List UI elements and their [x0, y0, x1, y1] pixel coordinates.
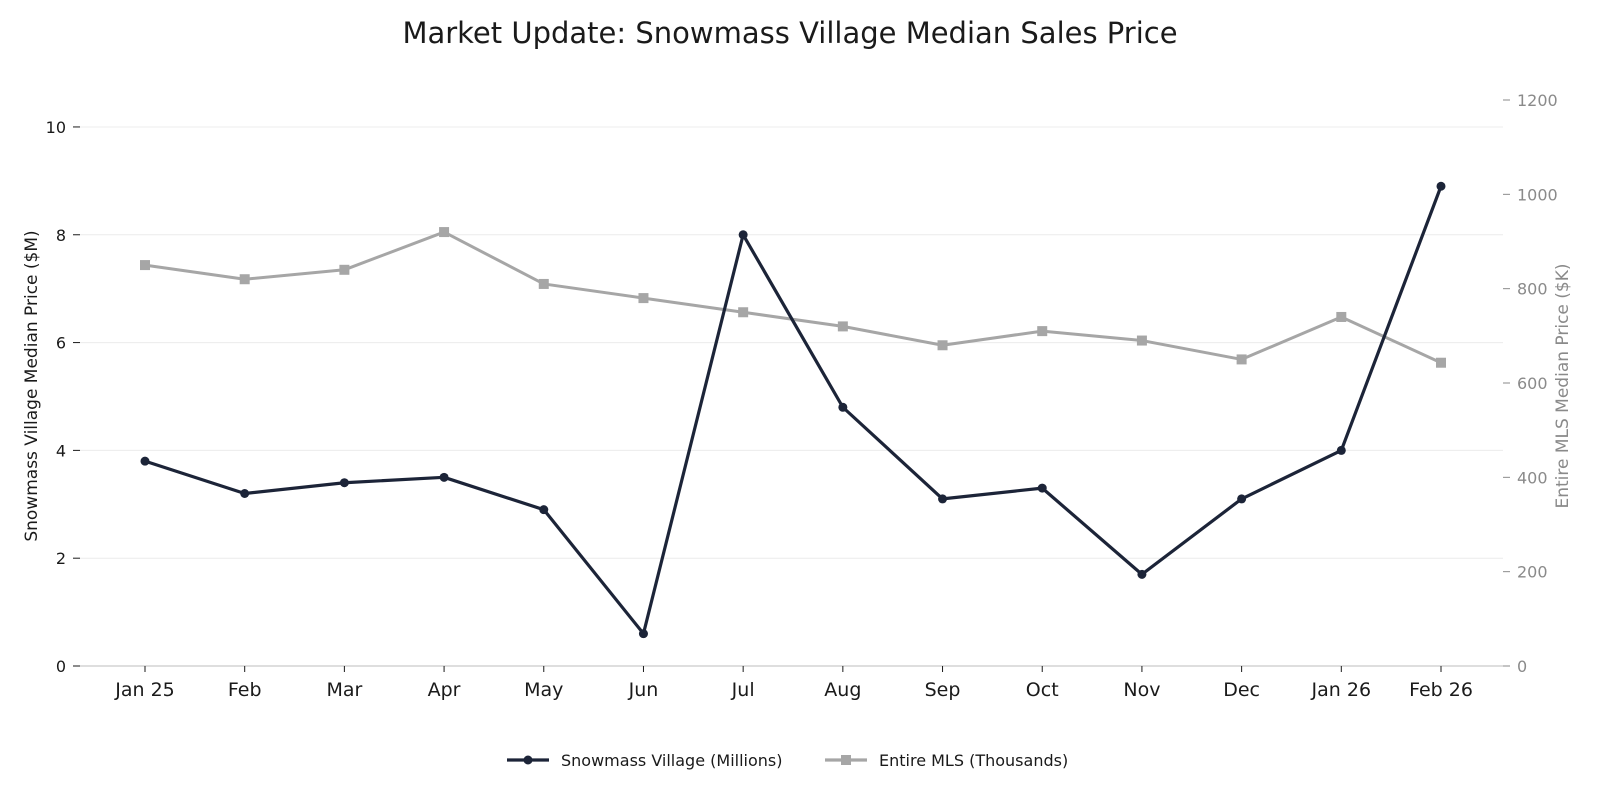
- x-tick-label: Nov: [1123, 679, 1160, 701]
- data-point: [538, 278, 549, 289]
- y-tick-label-left: 2: [56, 549, 66, 568]
- series-line: [143, 184, 1443, 636]
- y-axis-label-right: Entire MLS Median Price ($K): [1553, 263, 1573, 508]
- series-snowmass-village: [140, 181, 1446, 639]
- data-point: [339, 478, 349, 488]
- axes: 0 2 4 6 8 10 0 200 400 600 800 1000 1200 Jan 25 Feb Mar…: [46, 91, 1558, 701]
- x-tick-label: Jun: [628, 679, 659, 701]
- x-tick-label: May: [524, 679, 563, 701]
- data-point: [439, 472, 449, 482]
- data-point: [140, 456, 150, 466]
- data-point: [1136, 335, 1147, 346]
- data-point: [938, 494, 948, 504]
- x-tick-label: Feb 26: [1409, 679, 1473, 701]
- y-tick-label-right: 1000: [1517, 185, 1558, 204]
- y-tick-label-left: 10: [46, 118, 66, 137]
- x-tick-label: Feb: [228, 679, 262, 701]
- data-point: [239, 274, 250, 285]
- legend-label: Snowmass Village (Millions): [561, 751, 782, 770]
- x-tick-label: Jul: [731, 679, 755, 701]
- legend-label: Entire MLS (Thousands): [879, 751, 1068, 770]
- data-point: [1436, 181, 1446, 191]
- data-point: [838, 402, 848, 412]
- series-line: [143, 230, 1443, 365]
- data-point: [539, 505, 549, 515]
- legend-item: Entire MLS (Thousands): [825, 751, 1068, 770]
- y-tick-label-left: 8: [56, 226, 66, 245]
- y-tick-label-right: 1200: [1517, 91, 1558, 110]
- y-axis-label-left: Snowmass Village Median Price ($M): [22, 230, 42, 541]
- y-tick-label-right: 200: [1517, 563, 1548, 582]
- data-point: [1336, 445, 1346, 455]
- chart-title: Market Update: Snowmass Village Median S…: [402, 16, 1177, 50]
- y-tick-label-right: 400: [1517, 468, 1548, 487]
- legend-swatch-marker: [523, 755, 533, 765]
- legend-item: Snowmass Village (Millions): [507, 751, 782, 770]
- data-point: [1436, 357, 1446, 368]
- x-tick-label: Apr: [428, 679, 461, 701]
- data-point: [439, 227, 450, 238]
- data-point: [638, 293, 649, 304]
- legend-swatch-marker: [841, 755, 851, 765]
- x-tick-label: Jan 25: [114, 679, 175, 701]
- data-point: [1037, 483, 1047, 493]
- data-point: [1237, 494, 1247, 504]
- data-point: [1336, 311, 1347, 322]
- data-point: [339, 264, 350, 275]
- legend: Snowmass Village (Millions) Entire MLS (T…: [507, 751, 1068, 770]
- x-tick-label: Mar: [326, 679, 362, 701]
- series-entire-mls: [140, 227, 1446, 368]
- grid: [80, 126, 1503, 559]
- y-tick-label-left: 4: [56, 441, 66, 460]
- data-point: [240, 489, 250, 499]
- series-layer: [140, 181, 1446, 639]
- data-point: [837, 321, 848, 332]
- data-point: [1236, 354, 1247, 365]
- x-tick-label: Dec: [1223, 679, 1260, 701]
- data-point: [937, 340, 948, 351]
- y-tick-label-left: 0: [56, 657, 66, 676]
- data-point: [1037, 326, 1048, 337]
- y-tick-label-right: 600: [1517, 374, 1548, 393]
- data-point: [1137, 569, 1147, 579]
- x-tick-label: Jan 26: [1311, 679, 1372, 701]
- x-tick-label: Oct: [1026, 679, 1059, 701]
- y-tick-label-right: 0: [1517, 657, 1527, 676]
- data-point: [140, 260, 150, 271]
- data-point: [738, 230, 748, 240]
- x-tick-label: Aug: [824, 679, 861, 701]
- data-point: [638, 629, 648, 639]
- data-point: [738, 307, 749, 318]
- x-tick-label: Sep: [925, 679, 961, 701]
- y-tick-label-right: 800: [1517, 280, 1548, 299]
- y-tick-label-left: 6: [56, 334, 66, 353]
